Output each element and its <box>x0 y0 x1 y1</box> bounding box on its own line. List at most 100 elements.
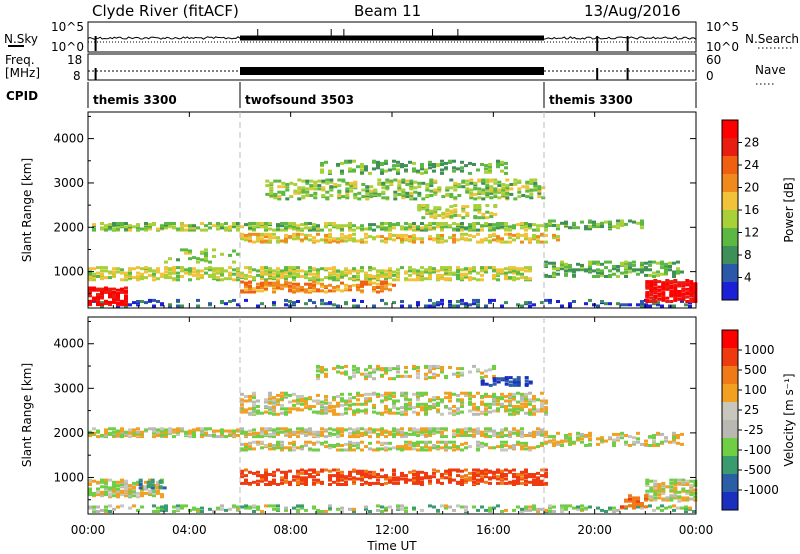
heatmap-cell <box>108 478 112 482</box>
heatmap-cell <box>665 496 670 500</box>
heatmap-cell <box>473 197 478 201</box>
heatmap-cell <box>100 478 104 482</box>
heatmap-cell <box>689 479 694 483</box>
heatmap-cell <box>268 272 272 276</box>
heatmap-cell <box>512 473 516 476</box>
heatmap-cell <box>664 436 668 440</box>
heatmap-cell <box>360 483 364 486</box>
heatmap-cell <box>616 302 620 306</box>
heatmap-cell <box>312 481 316 485</box>
heatmap-cell <box>484 412 488 416</box>
heatmap-cell <box>392 473 396 476</box>
heatmap-cell <box>304 483 308 486</box>
heatmap-cell <box>372 275 376 278</box>
heatmap-cell <box>481 197 486 201</box>
heatmap-cell <box>96 295 100 299</box>
heatmap-cell <box>232 268 236 272</box>
heatmap-cell <box>112 222 116 225</box>
heatmap-cell <box>325 178 330 182</box>
heatmap-cell <box>288 266 292 270</box>
heatmap-cell <box>608 506 612 510</box>
cpid-program-name: twofsound 3503 <box>245 93 354 107</box>
heatmap-cell <box>412 432 416 436</box>
heatmap-cell <box>632 505 636 509</box>
heatmap-cell <box>244 478 248 482</box>
heatmap-cell <box>484 471 488 475</box>
heatmap-cell <box>452 508 456 512</box>
heatmap-cell <box>504 161 508 165</box>
heatmap-cell <box>368 273 372 277</box>
heatmap-cell <box>504 301 508 305</box>
heatmap-cell <box>316 364 320 368</box>
heatmap-cell <box>397 184 402 188</box>
heatmap-cell <box>256 405 260 408</box>
heatmap-cell <box>136 495 140 499</box>
heatmap-cell <box>369 191 374 195</box>
heatmap-cell <box>192 267 196 271</box>
heatmap-cell <box>244 298 248 302</box>
heatmap-cell <box>536 224 540 228</box>
heatmap-cell <box>544 228 548 232</box>
heatmap-cell <box>648 273 652 277</box>
heatmap-cell <box>652 508 656 512</box>
heatmap-cell <box>372 281 376 285</box>
heatmap-cell <box>661 487 666 491</box>
heatmap-cell <box>500 396 504 400</box>
heatmap-cell <box>240 481 244 485</box>
heatmap-cell <box>500 222 504 225</box>
heatmap-cell <box>200 222 204 225</box>
heatmap-cell <box>316 377 320 381</box>
heatmap-cell <box>176 504 180 508</box>
heatmap-cell <box>524 382 529 386</box>
heatmap-cell <box>228 266 232 270</box>
heatmap-cell <box>468 402 472 406</box>
heatmap-cell <box>448 411 452 415</box>
heatmap-cell <box>484 222 488 225</box>
heatmap-cell <box>449 178 454 182</box>
heatmap-cell <box>464 272 468 276</box>
heatmap-cell <box>512 392 516 396</box>
heatmap-cell <box>673 494 678 498</box>
heatmap-cell <box>392 301 396 305</box>
heatmap-cell <box>352 444 356 447</box>
heatmap-cell <box>432 222 436 225</box>
heatmap-cell <box>344 267 348 271</box>
heatmap-cell <box>632 220 636 224</box>
heatmap-cell <box>329 185 334 189</box>
heatmap-cell <box>400 430 404 434</box>
heatmap-cell <box>656 301 660 305</box>
heatmap-cell <box>256 273 260 277</box>
heatmap-cell <box>284 275 288 278</box>
heatmap-cell <box>444 277 448 281</box>
heatmap-cell <box>196 273 200 277</box>
heatmap-cell <box>677 297 682 301</box>
heatmap-cell <box>420 446 424 450</box>
heatmap-cell <box>344 364 348 368</box>
heatmap-cell <box>376 411 380 415</box>
heatmap-cell <box>440 159 444 163</box>
heatmap-cell <box>616 436 620 440</box>
heatmap-cell <box>516 380 521 384</box>
heatmap-cell <box>352 448 356 452</box>
heatmap-cell <box>672 504 676 508</box>
heatmap-cell <box>532 507 536 511</box>
heatmap-cell <box>464 441 468 445</box>
heatmap-cell <box>288 448 292 452</box>
heatmap-cell <box>420 277 424 281</box>
heatmap-cell <box>188 431 192 435</box>
velocity-colorbar-swatches <box>722 330 738 510</box>
heatmap-cell <box>408 223 412 227</box>
heatmap-cell <box>448 468 452 472</box>
heatmap-cell <box>660 504 664 508</box>
heatmap-cell <box>464 226 468 230</box>
heatmap-cell <box>348 284 352 288</box>
heatmap-cell <box>348 431 352 435</box>
heatmap-cell <box>252 406 256 410</box>
heatmap-cell <box>661 484 666 488</box>
heatmap-cell <box>108 510 112 513</box>
heatmap-cell <box>404 226 408 230</box>
heatmap-cell <box>292 276 296 280</box>
heatmap-cell <box>481 178 486 182</box>
heatmap-cell <box>596 506 600 510</box>
heatmap-cell <box>252 396 256 400</box>
